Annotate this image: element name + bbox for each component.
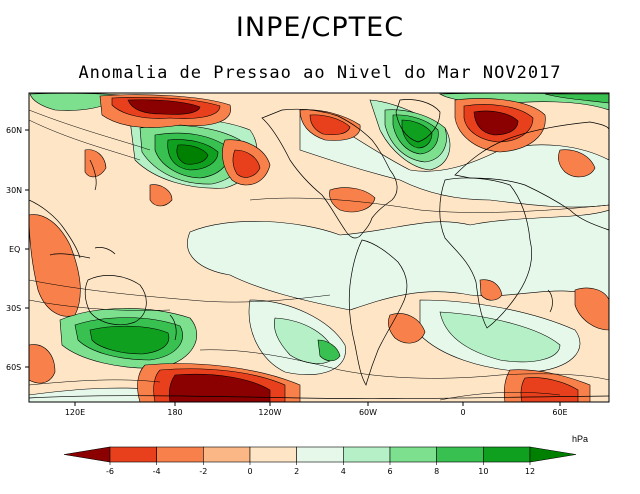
lon-tick-label: 180 [167, 408, 182, 417]
colorbar-tick-label: 2 [294, 467, 299, 476]
colorbar-tick-label: 8 [434, 467, 439, 476]
colorbar-tick-label: 12 [525, 467, 535, 476]
lon-tick-label: 120W [258, 408, 281, 417]
colorbar-tick-label: 6 [387, 467, 392, 476]
colorbar-tick-label: -4 [153, 467, 161, 476]
colorbar-segment [343, 446, 391, 463]
colorbar-segment [436, 446, 484, 463]
colorbar-tick-label: 0 [247, 467, 252, 476]
colorbar-segment [389, 446, 437, 463]
lat-tick-label: EQ [9, 245, 20, 254]
longitude-axis: 120E 180 120W 60W 0 60E [65, 402, 568, 417]
map-subtitle: Anomalia de Pressao ao Nivel do Mar NOV2… [78, 63, 562, 83]
lon-tick-label: 120E [65, 408, 85, 417]
colorbar-segment [529, 446, 577, 463]
contour-lines [29, 109, 609, 401]
latitude-axis: 60N 30N EQ 30S 60S [6, 126, 29, 372]
lat-tick-label: 60S [6, 363, 21, 372]
colorbar-segment [483, 446, 531, 463]
colorbar-segment [296, 446, 344, 463]
page-title: INPE/CPTEC [235, 12, 405, 43]
high-pressure-anomalies [29, 93, 609, 369]
map-frame [28, 92, 610, 403]
map-field [29, 93, 609, 402]
colorbar-segment [203, 446, 251, 463]
colorbar-segment [63, 446, 111, 463]
coastlines [29, 99, 609, 400]
low-pressure-anomalies [29, 94, 609, 402]
colorbar-segment [249, 446, 297, 463]
colorbar: -6 -4 -2 0 2 4 6 8 10 12 [63, 446, 577, 476]
lat-tick-label: 30S [6, 304, 21, 313]
lon-tick-label: 0 [460, 408, 465, 417]
colorbar-tick-label: 4 [341, 467, 346, 476]
colorbar-segment [109, 446, 157, 463]
lat-tick-label: 60N [6, 126, 22, 135]
lon-tick-label: 60W [359, 408, 377, 417]
colorbar-unit-label: hPa [572, 434, 589, 444]
colorbar-tick-label: -2 [199, 467, 207, 476]
lon-tick-label: 60E [552, 408, 567, 417]
colorbar-segment [156, 446, 204, 463]
colorbar-tick-label: 10 [478, 467, 488, 476]
lat-tick-label: 30N [6, 186, 22, 195]
colorbar-tick-label: -6 [106, 467, 114, 476]
